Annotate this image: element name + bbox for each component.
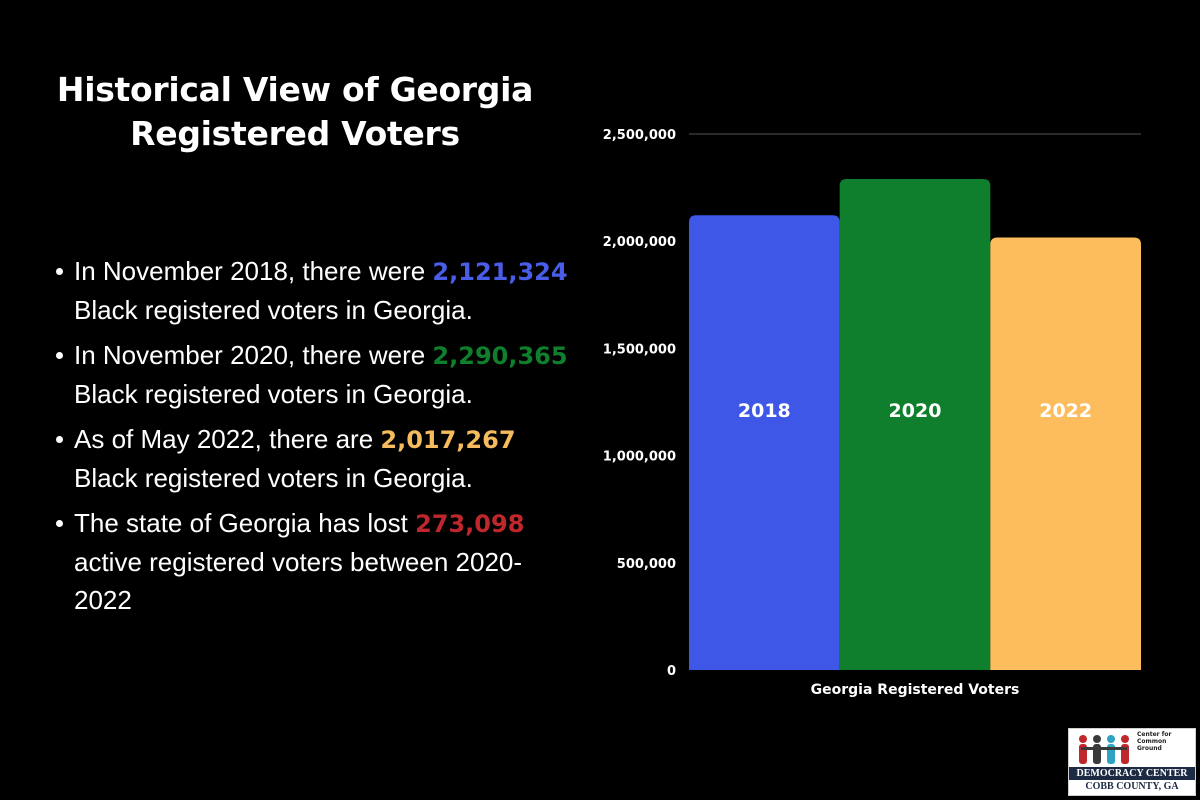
- bar-2022: [990, 237, 1141, 670]
- bullet-text-pre: In November 2018, there were: [74, 256, 433, 286]
- bar-2020: [839, 178, 991, 670]
- value-2020: 2,290,365: [432, 342, 568, 370]
- bullet-text-post: active registered voters between 2020-20…: [74, 547, 523, 615]
- y-tick-label: 1,500,000: [603, 342, 676, 357]
- bullet-2022: As of May 2022, there are 2,017,267 Blac…: [56, 420, 576, 497]
- value-loss: 273,098: [415, 510, 525, 538]
- bullet-loss: The state of Georgia has lost 273,098 ac…: [56, 504, 576, 619]
- bar-chart: 0 500,000 1,000,000 1,500,000 2,000,000 2,500…: [603, 128, 1141, 698]
- bar-label-2022: 2022: [1039, 400, 1092, 422]
- bar-label-2020: 2020: [889, 400, 942, 422]
- bullet-text-post: Black registered voters in Georgia.: [74, 295, 473, 325]
- bullet-2018: In November 2018, there were 2,121,324 B…: [56, 252, 576, 329]
- logo-small-text: Center for Common Ground: [1137, 731, 1172, 752]
- bar-label-2018: 2018: [738, 400, 791, 422]
- value-2022: 2,017,267: [380, 426, 516, 454]
- y-tick-label: 1,000,000: [603, 450, 676, 465]
- value-2018: 2,121,324: [432, 258, 568, 286]
- y-tick-label: 2,500,000: [603, 128, 676, 143]
- x-axis-label: Georgia Registered Voters: [811, 682, 1020, 698]
- page-title: Historical View of Georgia Registered Vo…: [56, 70, 534, 153]
- y-tick-label: 0: [667, 664, 676, 679]
- bullet-list: In November 2018, there were 2,121,324 B…: [56, 252, 576, 626]
- logo-bottom-text: COBB COUNTY, GA: [1085, 781, 1179, 792]
- y-tick-label: 500,000: [617, 557, 676, 572]
- bullet-text-post: Black registered voters in Georgia.: [74, 379, 473, 409]
- y-tick-label: 2,000,000: [603, 235, 676, 250]
- logo-band-text: DEMOCRACY CENTER: [1069, 767, 1195, 780]
- bullet-text-pre: The state of Georgia has lost: [74, 508, 416, 538]
- bullet-text-post: Black registered voters in Georgia.: [74, 463, 473, 493]
- bullet-text-pre: As of May 2022, there are: [74, 424, 381, 454]
- democracy-center-logo: Center for Common Ground DEMOCRACY CENTE…: [1068, 728, 1196, 796]
- people-figures-icon: [1079, 735, 1129, 764]
- bar-2018: [689, 215, 840, 670]
- bullet-2020: In November 2020, there were 2,290,365 B…: [56, 336, 576, 413]
- bullet-text-pre: In November 2020, there were: [74, 340, 433, 370]
